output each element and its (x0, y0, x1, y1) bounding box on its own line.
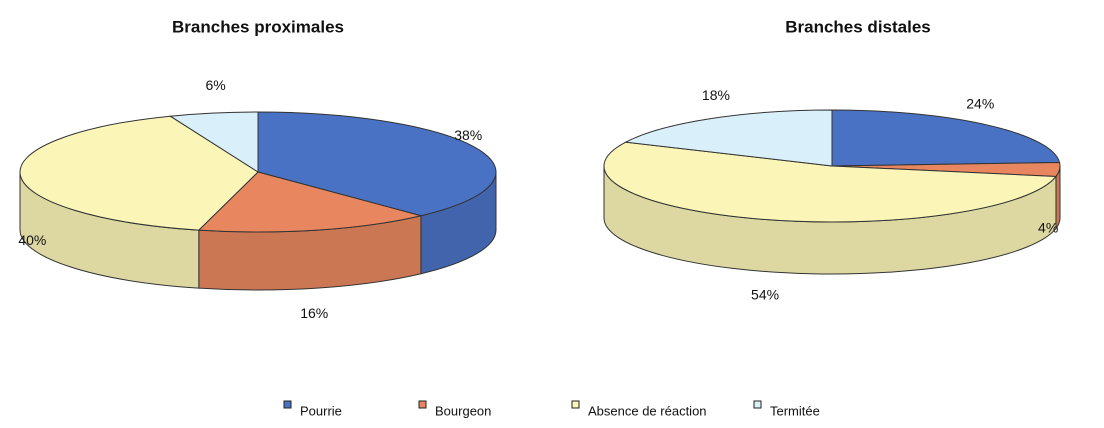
data-label: 16% (300, 305, 328, 321)
legend-marker (283, 400, 292, 409)
legend-label: Pourrie (300, 403, 342, 418)
legend-marker (753, 400, 762, 409)
data-label: 24% (966, 96, 994, 112)
legend-marker (418, 400, 427, 409)
data-label: 38% (454, 127, 482, 143)
slice (19, 115, 259, 231)
data-label: 6% (206, 77, 226, 93)
data-label: 18% (702, 87, 730, 103)
slice (257, 111, 497, 217)
legend-label: Absence de réaction (588, 403, 707, 418)
data-label: 40% (18, 232, 46, 248)
data-label: 54% (751, 287, 779, 303)
legend-label: Bourgeon (435, 403, 491, 418)
slice (624, 109, 833, 167)
slice (831, 109, 1061, 167)
slice (603, 141, 1057, 223)
chart-title: Branches proximales (172, 17, 344, 36)
legend-marker (571, 400, 580, 409)
slice (168, 111, 259, 173)
legend-label: Termitée (770, 403, 820, 418)
data-label: 4% (1038, 219, 1058, 235)
chart-title: Branches distales (785, 17, 931, 36)
slice (197, 171, 422, 233)
